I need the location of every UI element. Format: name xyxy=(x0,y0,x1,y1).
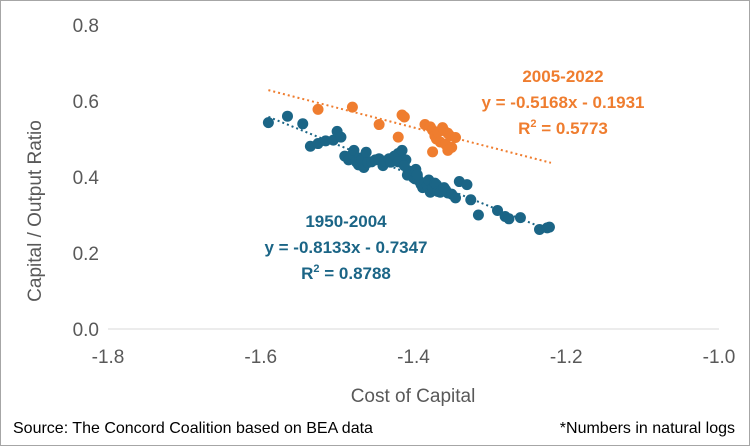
source-note: Source: The Concord Coalition based on B… xyxy=(13,420,373,437)
trend-line-1950-2004 xyxy=(268,115,552,233)
x-tick-label: -1.8 xyxy=(92,347,125,368)
y-axis-title: Capital / Output Ratio xyxy=(25,120,46,302)
x-tick-label: -1.6 xyxy=(244,347,277,368)
data-point xyxy=(312,103,324,115)
data-point xyxy=(472,209,484,221)
series-1950-label: 1950-2004 xyxy=(305,212,387,231)
x-axis-ticks: -1.8 -1.6 -1.4 -1.2 -1.0 xyxy=(92,347,736,368)
units-note: *Numbers in natural logs xyxy=(559,420,735,437)
data-point xyxy=(346,101,358,113)
data-point xyxy=(335,131,347,143)
data-point xyxy=(461,179,473,191)
data-point xyxy=(360,146,372,158)
data-point xyxy=(450,192,462,204)
data-point xyxy=(348,144,360,156)
series-1950-r2: R2 = 0.8788 xyxy=(301,263,391,283)
data-point xyxy=(396,144,408,156)
x-tick-label: -1.4 xyxy=(397,347,430,368)
trend-line-2005-2022 xyxy=(268,89,552,164)
trend-lines xyxy=(268,89,552,233)
x-tick-label: -1.0 xyxy=(703,347,736,368)
data-point xyxy=(373,119,385,131)
y-tick-label: 0.6 xyxy=(73,92,99,113)
data-point xyxy=(492,204,504,216)
y-tick-label: 0.4 xyxy=(73,168,100,189)
series-2005-r2: R2 = 0.5773 xyxy=(518,118,608,138)
data-point xyxy=(411,169,423,181)
data-point xyxy=(514,212,526,224)
data-point xyxy=(262,117,274,129)
y-tick-label: 0.0 xyxy=(73,320,99,341)
data-point xyxy=(297,118,309,130)
y-axis-ticks: 0.0 0.2 0.4 0.6 0.8 xyxy=(73,16,100,341)
data-point xyxy=(450,131,462,143)
data-point xyxy=(442,144,454,156)
data-point xyxy=(398,160,410,172)
y-tick-label: 0.2 xyxy=(73,244,99,265)
data-point xyxy=(543,221,555,233)
series-1950-equation: y = -0.8133x - 0.7347 xyxy=(264,238,427,257)
data-point xyxy=(503,213,515,225)
data-point xyxy=(392,131,404,143)
data-points xyxy=(262,101,555,235)
x-axis-title: Cost of Capital xyxy=(351,386,476,407)
data-point xyxy=(398,111,410,123)
series-2005-label: 2005-2022 xyxy=(522,67,603,86)
x-tick-label: -1.2 xyxy=(550,347,583,368)
series-2005-equation: y = -0.5168x - 0.1931 xyxy=(481,93,644,112)
data-point xyxy=(281,110,293,122)
data-point xyxy=(427,146,439,158)
y-tick-label: 0.8 xyxy=(73,16,99,37)
data-point xyxy=(465,194,477,206)
